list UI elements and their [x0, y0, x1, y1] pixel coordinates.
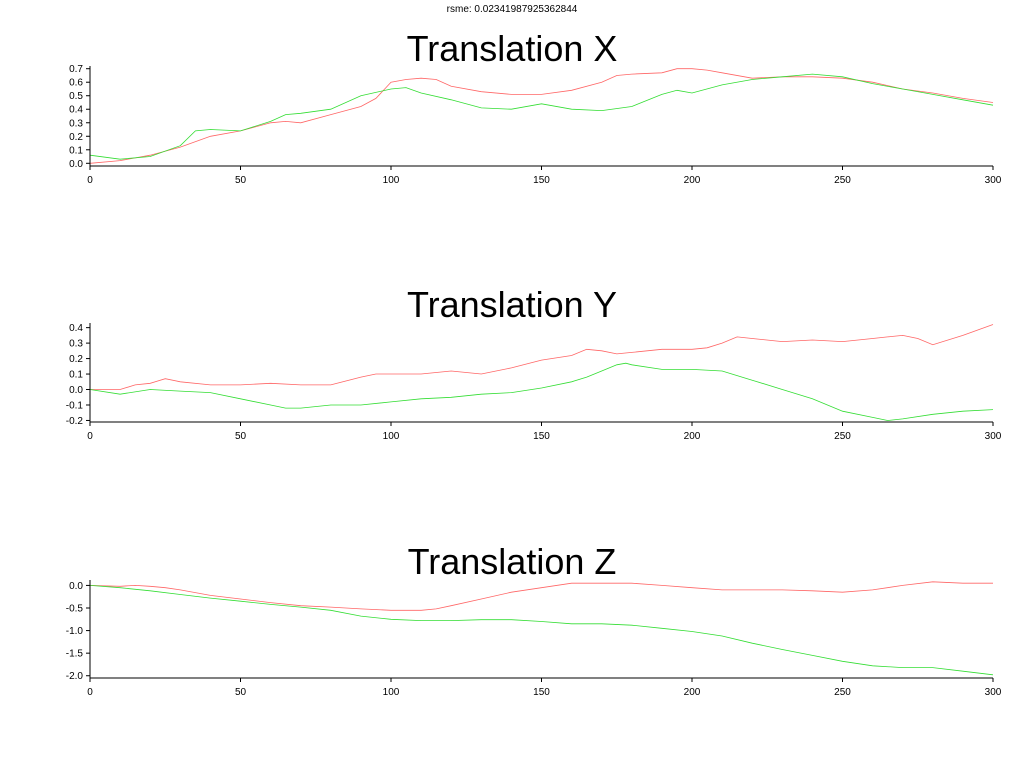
y-tick-label: 0.0 — [69, 159, 83, 170]
x-tick-label: 250 — [834, 687, 851, 698]
chart-translation-z: Translation Z 0 50 100 150 200 250 300 -2.0 -1.5… — [66, 541, 1002, 698]
x-tick-label: 0 — [87, 431, 93, 442]
x-tick-label: 150 — [533, 687, 550, 698]
y-tick-label: 0.6 — [69, 78, 83, 89]
series-line-1 — [89, 362, 994, 421]
series-line-1 — [89, 585, 994, 676]
y-tick-label: 0.3 — [69, 118, 83, 129]
series-line-0 — [90, 324, 994, 390]
x-tick-label: 150 — [533, 431, 550, 442]
y-tick-label: 0.1 — [69, 370, 83, 381]
y-tick-label: 0.3 — [69, 339, 83, 350]
x-tick-label: 300 — [985, 687, 1002, 698]
x-tick-label: 300 — [985, 431, 1002, 442]
x-tick-label: 0 — [87, 687, 93, 698]
x-tick-label: 100 — [383, 431, 400, 442]
x-tick-label: 200 — [684, 175, 701, 186]
x-tick-label: 50 — [235, 687, 247, 698]
series-line-0 — [89, 68, 994, 164]
x-tick-label: 50 — [235, 431, 247, 442]
y-tick-label: 0.4 — [69, 323, 83, 334]
y-tick-label: 0.4 — [69, 105, 83, 116]
series-line-1 — [89, 73, 994, 160]
y-tick-label: 0.0 — [69, 581, 83, 592]
x-tick-label: 150 — [533, 175, 550, 186]
x-tick-label: 250 — [834, 175, 851, 186]
x-tick-label: 300 — [985, 175, 1002, 186]
y-tick-label: -0.5 — [66, 604, 84, 615]
y-tick-label: 0.0 — [69, 385, 83, 396]
x-tick-label: 250 — [834, 431, 851, 442]
chart-translation-x: Translation X 0 50 100 150 200 250 300 0.0 0.1 0.… — [69, 28, 1002, 186]
x-tick-label: 200 — [684, 431, 701, 442]
chart-title: Translation X — [407, 28, 618, 69]
x-tick-label: 0 — [87, 175, 93, 186]
y-tick-label: 0.2 — [69, 354, 83, 365]
y-tick-label: 0.5 — [69, 91, 83, 102]
y-tick-label: 0.2 — [69, 132, 83, 143]
x-tick-label: 200 — [684, 687, 701, 698]
y-tick-label: -1.0 — [66, 626, 84, 637]
figure-suptitle: rsme: 0.02341987925362844 — [447, 4, 578, 15]
x-tick-label: 100 — [383, 175, 400, 186]
y-tick-label: 0.1 — [69, 145, 83, 156]
y-tick-label: -0.2 — [66, 416, 84, 427]
y-tick-label: -2.0 — [66, 671, 84, 682]
x-tick-label: 100 — [383, 687, 400, 698]
chart-translation-y: Translation Y 0 50 100 150 200 250 300 -0.2 -0.1… — [66, 284, 1002, 442]
y-tick-label: -1.5 — [66, 649, 84, 660]
y-tick-label: -0.1 — [66, 400, 84, 411]
chart-title: Translation Y — [407, 284, 617, 325]
series-line-0 — [89, 581, 993, 611]
y-tick-label: 0.7 — [69, 64, 83, 75]
x-tick-label: 50 — [235, 175, 247, 186]
chart-title: Translation Z — [408, 541, 617, 582]
